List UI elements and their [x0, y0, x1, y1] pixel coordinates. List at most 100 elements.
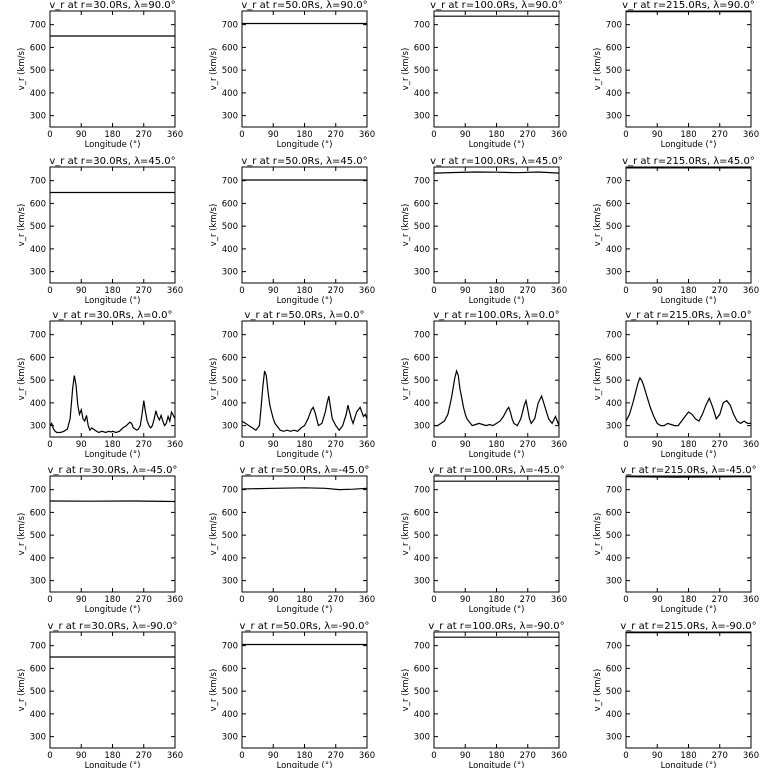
- x-tick-label: 270: [136, 440, 152, 450]
- y-tick-label: 300: [414, 733, 430, 743]
- y-tick-label: 400: [606, 89, 622, 99]
- x-tick-label: 0: [431, 286, 436, 296]
- x-tick-label: 90: [76, 595, 87, 605]
- y-tick-label: 500: [222, 531, 238, 541]
- panel-11: v_r at r=100.0Rs, λ=0.0° 0 90 180 270 360 300 4…: [401, 310, 567, 460]
- y-tick-label: 300: [606, 422, 622, 432]
- x-axis-label: Longitude (°): [661, 761, 717, 768]
- y-axis-label: v_r (km/s): [593, 48, 603, 91]
- panel-5: v_r at r=30.0Rs, λ=45.0° 0 90 180 270 360 300 4…: [17, 156, 183, 306]
- y-tick-label: 600: [30, 199, 46, 209]
- y-tick-label: 400: [30, 554, 46, 564]
- x-tick-label: 0: [239, 440, 244, 450]
- x-tick-label: 180: [680, 440, 696, 450]
- x-axis-label: Longitude (°): [661, 140, 717, 150]
- y-tick-label: 500: [30, 687, 46, 697]
- y-axis-label: v_r (km/s): [209, 358, 219, 401]
- x-tick-label: 0: [239, 595, 244, 605]
- x-tick-label: 90: [268, 440, 279, 450]
- y-tick-label: 300: [30, 422, 46, 432]
- x-tick-label: 270: [520, 286, 536, 296]
- y-axis-label: v_r (km/s): [17, 358, 27, 401]
- x-tick-label: 90: [268, 286, 279, 296]
- x-tick-label: 270: [136, 751, 152, 761]
- y-tick-label: 400: [30, 710, 46, 720]
- x-axis-label: Longitude (°): [469, 605, 525, 615]
- y-tick-label: 700: [606, 21, 622, 31]
- y-tick-label: 300: [30, 733, 46, 743]
- panel-title: v_r at r=215.0Rs, λ=-45.0°: [620, 465, 756, 476]
- x-tick-label: 0: [431, 595, 436, 605]
- y-tick-label: 300: [30, 268, 46, 278]
- y-tick-label: 500: [606, 687, 622, 697]
- plot-frame: [49, 166, 176, 284]
- plot-frame: [49, 475, 176, 593]
- x-tick-label: 90: [76, 286, 87, 296]
- panel-title: v_r at r=30.0Rs, λ=0.0°: [53, 310, 173, 321]
- x-tick-label: 0: [47, 595, 52, 605]
- y-axis-label: v_r (km/s): [593, 204, 603, 247]
- x-tick-label: 270: [136, 595, 152, 605]
- plot-frame: [241, 10, 368, 128]
- x-axis-label: Longitude (°): [661, 605, 717, 615]
- x-tick-label: 0: [623, 595, 628, 605]
- plot-frame: [49, 320, 176, 438]
- x-tick-label: 360: [167, 286, 183, 296]
- x-tick-label: 0: [47, 130, 52, 140]
- x-tick-label: 270: [712, 440, 728, 450]
- x-tick-label: 180: [104, 440, 120, 450]
- plot-frame: [241, 475, 368, 593]
- y-tick-label: 400: [222, 554, 238, 564]
- x-tick-label: 270: [328, 751, 344, 761]
- y-tick-label: 700: [222, 21, 238, 31]
- x-tick-label: 90: [652, 130, 663, 140]
- x-tick-label: 180: [296, 130, 312, 140]
- y-tick-label: 500: [222, 687, 238, 697]
- x-axis-label: Longitude (°): [85, 140, 141, 150]
- x-axis-label: Longitude (°): [85, 605, 141, 615]
- panel-12: v_r at r=215.0Rs, λ=0.0° 0 90 180 270 360 300 4…: [593, 310, 759, 460]
- x-axis-label: Longitude (°): [469, 140, 525, 150]
- plot-frame: [625, 475, 752, 593]
- y-axis-label: v_r (km/s): [401, 204, 411, 247]
- y-tick-label: 400: [414, 710, 430, 720]
- x-axis-label: Longitude (°): [661, 450, 717, 460]
- y-tick-label: 600: [606, 353, 622, 363]
- y-tick-label: 500: [606, 531, 622, 541]
- x-tick-label: 0: [239, 130, 244, 140]
- y-tick-label: 300: [222, 422, 238, 432]
- x-axis-label: Longitude (°): [277, 450, 333, 460]
- plot-frame: [625, 166, 752, 284]
- y-tick-label: 400: [414, 89, 430, 99]
- y-tick-label: 600: [222, 43, 238, 53]
- y-tick-label: 300: [222, 112, 238, 122]
- panel-title: v_r at r=100.0Rs, λ=45.0°: [430, 156, 563, 167]
- y-tick-label: 700: [414, 486, 430, 496]
- y-tick-label: 700: [414, 642, 430, 652]
- x-tick-label: 360: [359, 286, 375, 296]
- panel-14: v_r at r=50.0Rs, λ=-45.0° 0 90 180 270 360 300…: [209, 465, 375, 615]
- y-tick-label: 500: [414, 66, 430, 76]
- y-tick-label: 300: [414, 422, 430, 432]
- y-axis-label: v_r (km/s): [401, 48, 411, 91]
- y-tick-label: 400: [222, 245, 238, 255]
- x-tick-label: 90: [76, 751, 87, 761]
- y-tick-label: 700: [30, 486, 46, 496]
- x-tick-label: 270: [520, 751, 536, 761]
- panel-title: v_r at r=50.0Rs, λ=-90.0°: [240, 621, 370, 632]
- x-tick-label: 180: [680, 286, 696, 296]
- x-axis-label: Longitude (°): [277, 761, 333, 768]
- y-axis-label: v_r (km/s): [209, 204, 219, 247]
- y-tick-label: 300: [222, 577, 238, 587]
- y-tick-label: 500: [30, 376, 46, 386]
- y-tick-label: 500: [414, 531, 430, 541]
- plot-frame: [625, 631, 752, 749]
- y-tick-label: 500: [606, 376, 622, 386]
- y-tick-label: 600: [30, 508, 46, 518]
- x-tick-label: 270: [136, 130, 152, 140]
- y-tick-label: 600: [414, 664, 430, 674]
- y-tick-label: 700: [222, 642, 238, 652]
- panel-title: v_r at r=30.0Rs, λ=90.0°: [49, 0, 175, 11]
- x-tick-label: 360: [743, 751, 759, 761]
- y-axis-label: v_r (km/s): [17, 48, 27, 91]
